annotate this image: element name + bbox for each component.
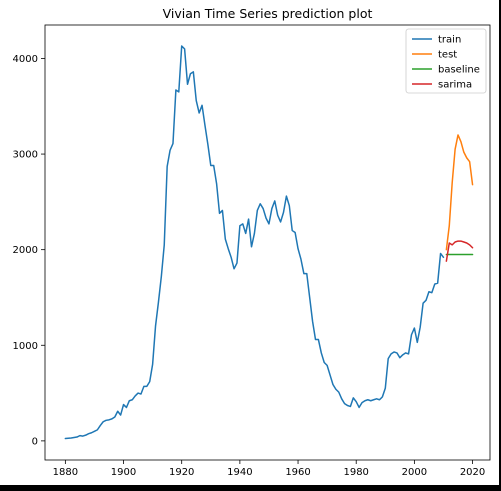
legend-label-train: train — [438, 35, 461, 46]
x-tick-label: 2020 — [460, 467, 485, 478]
legend-label-baseline: baseline — [438, 65, 480, 76]
legend-label-test: test — [438, 50, 457, 61]
chart-title: Vivian Time Series prediction plot — [163, 6, 373, 21]
y-tick-label: 1000 — [13, 341, 38, 352]
axes-frame — [44, 24, 491, 461]
x-tick-label: 1940 — [227, 467, 252, 478]
x-tick-label: 1880 — [53, 467, 78, 478]
legend-box — [405, 28, 487, 94]
x-tick-label: 1980 — [343, 467, 368, 478]
x-tick-label: 1900 — [111, 467, 136, 478]
y-tick-label: 0 — [32, 436, 38, 447]
x-tick-label: 1960 — [285, 467, 310, 478]
y-tick-label: 3000 — [13, 150, 38, 161]
x-tick-label: 2000 — [402, 467, 427, 478]
series-line-sarima — [445, 240, 474, 262]
y-tick-label: 2000 — [13, 245, 38, 256]
legend-label-sarima: sarima — [438, 80, 472, 91]
series-line-train — [64, 45, 445, 440]
series-line-test — [445, 134, 474, 251]
y-tick-label: 4000 — [13, 54, 38, 65]
x-tick-label: 1920 — [169, 467, 194, 478]
